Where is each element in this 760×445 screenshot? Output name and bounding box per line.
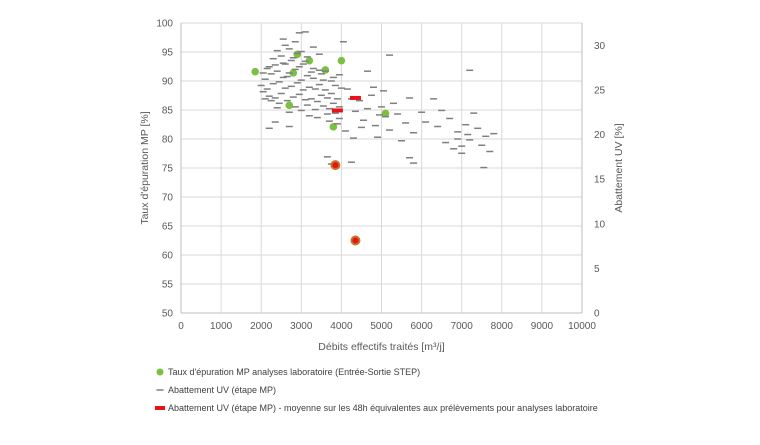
y2-tick-label: 0	[594, 309, 600, 320]
y-tick-label: 50	[162, 309, 174, 320]
y-tick-label: 95	[162, 48, 174, 59]
lab-circle-point	[251, 67, 259, 76]
x-tick-label: 9000	[531, 321, 554, 332]
legend-bar-swatch	[155, 406, 165, 410]
y2-tick-label: 30	[594, 41, 606, 52]
legend-label: Abattement UV (étape MP) - moyenne sur l…	[168, 403, 598, 413]
x-tick-label: 7000	[451, 321, 474, 332]
lab-circle-point	[305, 56, 314, 65]
x-tick-label: 8000	[491, 321, 514, 332]
plot-marks	[251, 31, 498, 246]
legend-label: Abattement UV (étape MP)	[168, 385, 276, 395]
uv-mean-bar-point	[331, 108, 343, 113]
y-tick-label: 70	[162, 193, 174, 204]
x-tick-label: 0	[178, 321, 184, 332]
legend-label: Taux d'épuration MP analyses laboratoire…	[168, 367, 420, 377]
x-axis-title: Débits effectifs traités [m³/j]	[318, 341, 445, 353]
y-tick-label: 65	[162, 222, 174, 233]
y-axis-title: Taux d'épuration MP [%]	[139, 111, 151, 224]
y2-tick-label: 20	[594, 130, 606, 141]
lab-circle-point	[329, 123, 338, 131]
x-tick-label: 3000	[290, 321, 313, 332]
y-tick-label: 80	[162, 135, 174, 146]
uv-mean-bar-point	[349, 95, 361, 100]
legend-circle-swatch	[156, 368, 164, 376]
lab-circle-point	[381, 109, 390, 118]
y-tick-label: 90	[162, 77, 174, 88]
y2-tick-label: 5	[594, 264, 600, 275]
y2-axis-title: Abattement UV [%]	[613, 123, 625, 212]
lab-outlier-point	[350, 235, 361, 246]
y-tick-label: 60	[162, 251, 174, 262]
y-tick-label: 100	[156, 19, 173, 30]
lab-circle-point	[285, 101, 294, 110]
lab-outlier-point	[330, 160, 341, 171]
gridlines	[180, 22, 583, 314]
x-tick-label: 1000	[210, 321, 233, 332]
y-tick-label: 55	[162, 280, 174, 291]
y2-tick-label: 10	[594, 219, 606, 230]
y-tick-label: 75	[162, 164, 174, 175]
y2-tick-label: 15	[594, 175, 606, 186]
lab-circle-point	[337, 56, 346, 65]
y-tick-label: 85	[162, 106, 174, 117]
x-tick-label: 2000	[250, 321, 273, 332]
x-tick-label: 10000	[568, 321, 596, 332]
y2-tick-label: 25	[594, 85, 606, 96]
lab-circle-point	[293, 50, 302, 59]
legend: Taux d'épuration MP analyses laboratoire…	[155, 367, 598, 413]
x-tick-label: 4000	[330, 321, 353, 332]
x-tick-label: 6000	[410, 321, 433, 332]
x-tick-label: 5000	[370, 321, 393, 332]
lab-circle-point	[289, 69, 298, 77]
